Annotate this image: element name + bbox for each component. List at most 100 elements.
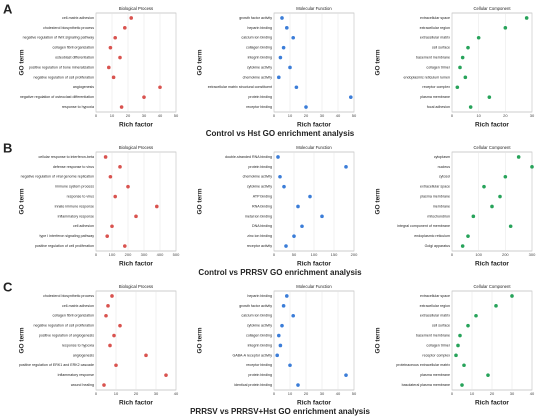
subplot-title: Biological Process (119, 6, 153, 11)
point (530, 165, 534, 169)
x-axis-label: Rich factor (119, 400, 153, 407)
point (278, 174, 282, 179)
x-tick-label: 50 (352, 391, 357, 396)
y-tick-label: integrin binding (248, 343, 272, 347)
point (277, 333, 281, 338)
y-tick-label: focal adhesion (427, 105, 450, 109)
point (466, 234, 470, 238)
y-tick-label: cellular response to interferon-beta (38, 155, 94, 159)
point (455, 85, 460, 90)
point (494, 304, 498, 308)
y-tick-label: ATP binding (253, 195, 272, 199)
x-tick-label: 200 (125, 252, 132, 257)
y-tick-label: collagen fibril organization (52, 46, 94, 50)
x-tick-label: 20 (503, 113, 508, 118)
point (296, 383, 300, 387)
x-tick-label: 0 (95, 113, 98, 118)
x-tick-label: 300 (529, 252, 536, 257)
y-tick-label: osteoblast differentiation (55, 56, 94, 60)
y-tick-label: inflammatory response (58, 214, 94, 218)
point (144, 353, 148, 358)
point (308, 194, 312, 199)
y-tick-label: type I interferon signaling pathway (39, 234, 94, 238)
y-tick-label: extracellular matrix (420, 314, 450, 318)
y-tick-label: response to hypoxia (62, 343, 94, 347)
y-tick-label: protein binding (248, 373, 272, 377)
point (275, 353, 280, 358)
point (291, 35, 296, 40)
x-axis-label: Rich factor (475, 122, 509, 129)
point (490, 204, 494, 209)
point (123, 244, 127, 248)
y-tick-label: heparin binding (247, 26, 272, 30)
y-tick-label: cell adhesion (73, 224, 94, 228)
y-tick-label: protein binding (248, 95, 272, 99)
y-tick-label: Golgi apparatus (425, 244, 451, 248)
point (278, 343, 283, 348)
point (108, 45, 113, 50)
y-tick-label: collagen fibril organization (52, 314, 94, 318)
x-axis-label: Rich factor (119, 122, 153, 129)
point (103, 155, 108, 159)
y-tick-label: negative regulation of cell proliferatio… (33, 324, 94, 328)
point (482, 184, 486, 189)
plot-frame (95, 12, 177, 113)
y-axis-label: GO term (197, 49, 204, 75)
y-tick-label: receptor activity (247, 244, 272, 248)
point (158, 85, 162, 90)
y-tick-label: positive regulation of cell proliferatio… (35, 244, 94, 248)
x-tick-label: 500 (173, 252, 180, 257)
y-tick-label: response to virus (67, 195, 95, 199)
y-tick-label: RNA binding (252, 204, 272, 208)
y-tick-label: basolateral plasma membrane (402, 383, 450, 387)
x-tick-label: 50 (292, 252, 297, 257)
x-tick-label: 30 (154, 391, 159, 396)
y-tick-label: plasma membrane (420, 195, 450, 199)
point (164, 373, 168, 377)
point (468, 105, 473, 109)
point (123, 26, 127, 30)
y-tick-label: GABA-A receptor activity (232, 353, 272, 357)
y-tick-label: integral component of membrane (397, 224, 450, 228)
y-tick-label: cytokine activity (247, 324, 272, 328)
point (503, 174, 508, 179)
point (460, 383, 464, 387)
point (277, 75, 281, 80)
y-tick-label: extracellular region (420, 26, 450, 30)
x-tick-label: 0 (273, 391, 276, 396)
point (292, 234, 296, 238)
panel-caption: PRRSV vs PRRSV+Hst GO enrichment analysi… (190, 407, 370, 416)
x-tick-label: 100 (475, 252, 482, 257)
y-tick-label: identical protein binding (234, 383, 272, 387)
y-tick-label: receptor binding (246, 105, 272, 109)
y-tick-label: receptor binding (246, 363, 272, 367)
x-tick-label: 300 (141, 252, 148, 257)
y-tick-label: nucleus (438, 165, 451, 169)
y-tick-label: receptor complex (422, 85, 450, 89)
x-tick-label: 10 (476, 113, 481, 118)
y-tick-label: membrane (433, 204, 450, 208)
x-axis-label: Rich factor (475, 261, 509, 268)
y-tick-label: cytokine activity (247, 185, 272, 189)
point (486, 373, 490, 377)
point (284, 244, 288, 248)
subplot-title: Cellular Component (473, 284, 511, 289)
x-tick-label: 50 (174, 113, 179, 118)
y-tick-label: cell-matrix adhesion (62, 16, 94, 20)
y-tick-label: collagen trimer (426, 65, 450, 69)
y-tick-label: metal ion binding (245, 214, 272, 218)
point (119, 105, 124, 109)
subplot-title: Molecular Function (296, 284, 332, 289)
x-tick-label: 0 (451, 391, 454, 396)
point (516, 155, 521, 159)
point (118, 165, 122, 169)
point (129, 16, 133, 20)
x-tick-label: 0 (273, 113, 276, 118)
y-tick-label: extracellular space (420, 16, 450, 20)
y-tick-label: extracellular matrix (420, 36, 450, 40)
point (112, 333, 116, 338)
point (471, 214, 476, 219)
y-tick-label: angiogenesis (73, 353, 94, 357)
x-tick-label: 10 (288, 113, 293, 118)
y-tick-label: defense response to virus (53, 165, 94, 169)
